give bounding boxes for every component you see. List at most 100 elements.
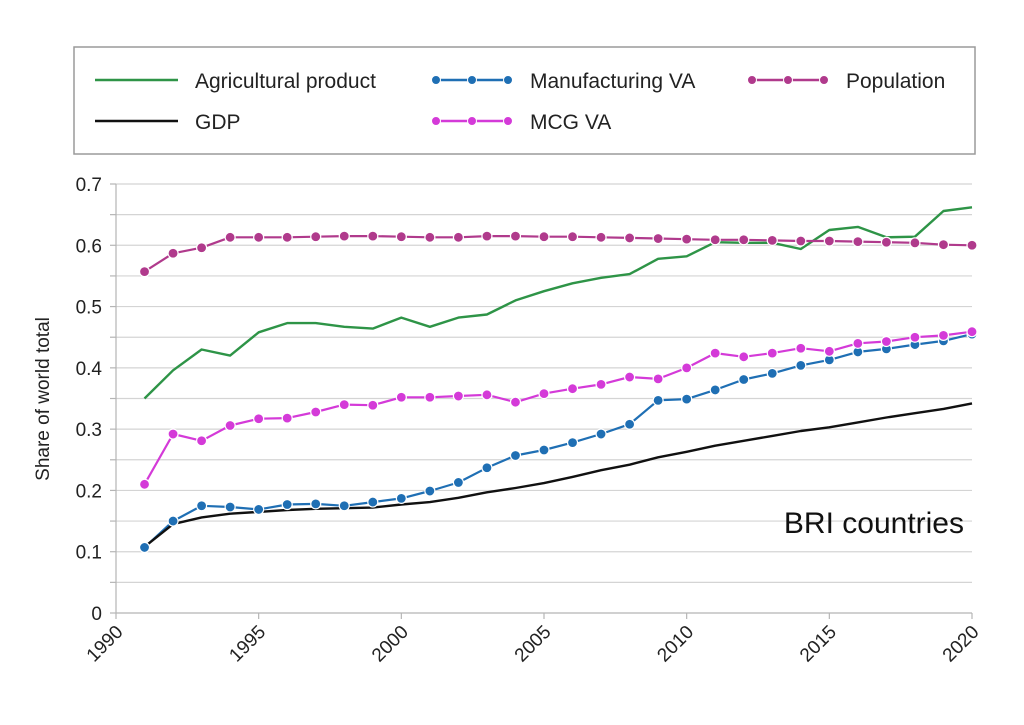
point-population-1991 (138, 266, 151, 278)
legend-label-gdp: GDP (195, 111, 241, 134)
point-manufacturing-va-2008 (623, 418, 636, 430)
legend-label-mcg-va: MCG VA (530, 111, 611, 134)
y-tick-label-3: 0.3 (76, 420, 102, 441)
legend-marker-manufacturing-va-2 (467, 75, 477, 85)
series-line-gdp (143, 402, 973, 548)
legend-item-population: Population (747, 70, 945, 93)
point-manufacturing-va-1993 (196, 500, 208, 512)
point-population-2003 (481, 230, 493, 242)
point-manufacturing-va-2007 (595, 428, 607, 440)
point-mcg-va-2012 (738, 351, 750, 363)
point-mcg-va-2013 (766, 347, 778, 359)
point-mcg-va-2019 (937, 329, 950, 341)
legend-box (73, 46, 976, 155)
legend-marker-manufacturing-va-1 (431, 75, 441, 85)
point-population-1998 (338, 230, 350, 242)
legend-label-agricultural-product: Agricultural product (195, 70, 376, 93)
point-population-2014 (795, 235, 807, 247)
y-tick-label-6: 0.6 (76, 236, 102, 257)
point-manufacturing-va-1991 (138, 541, 151, 554)
point-mcg-va-2008 (623, 371, 636, 383)
x-tick-label-2005: 2005 (511, 622, 556, 667)
point-manufacturing-va-2013 (766, 367, 778, 379)
point-manufacturing-va-2010 (681, 393, 693, 405)
point-population-2017 (880, 236, 893, 248)
x-tick-label-2010: 2010 (653, 622, 698, 667)
point-mcg-va-2020 (966, 326, 978, 338)
point-population-2000 (395, 231, 407, 243)
point-manufacturing-va-2006 (566, 437, 579, 449)
point-mcg-va-1992 (167, 428, 179, 440)
point-population-2002 (452, 231, 464, 243)
point-mcg-va-1999 (367, 399, 379, 411)
point-manufacturing-va-2002 (452, 476, 464, 489)
axes (110, 183, 973, 619)
legend-label-population: Population (846, 70, 945, 93)
point-population-2018 (909, 237, 921, 249)
point-population-2001 (424, 231, 436, 243)
point-mcg-va-2015 (823, 345, 835, 357)
point-manufacturing-va-2000 (395, 492, 407, 504)
point-mcg-va-2018 (909, 331, 921, 343)
series-points-manufacturing-va (138, 328, 978, 554)
y-tick-label-7: 0.7 (76, 175, 102, 196)
legend-marker-population-3 (819, 75, 829, 85)
legend-marker-mcg-va-2 (467, 116, 477, 126)
series-line-agricultural-product (143, 206, 973, 400)
legend-marker-manufacturing-va-3 (503, 75, 513, 85)
point-manufacturing-va-2003 (481, 462, 493, 474)
tick-labels: 0 0.1 0.2 0.3 0.4 0.5 0.6 0.7 1990 1995 2000 2005 20… (76, 175, 984, 666)
point-mcg-va-1991 (138, 478, 151, 490)
y-tick-label-4: 0.4 (76, 359, 103, 380)
point-manufacturing-va-2005 (538, 444, 550, 456)
point-mcg-va-1997 (310, 406, 322, 418)
point-population-2011 (709, 234, 721, 246)
point-mcg-va-2017 (880, 335, 893, 348)
point-mcg-va-2014 (795, 342, 807, 354)
point-mcg-va-1998 (338, 399, 350, 411)
legend-marker-mcg-va-3 (503, 116, 513, 126)
point-population-2004 (509, 230, 522, 242)
point-mcg-va-2007 (595, 378, 607, 391)
point-population-2015 (823, 235, 835, 247)
point-population-2012 (738, 234, 750, 246)
point-population-2019 (937, 239, 950, 251)
point-population-2016 (852, 236, 864, 248)
point-mcg-va-2011 (709, 347, 721, 359)
series-points-population (138, 230, 978, 278)
point-population-2005 (538, 231, 550, 243)
y-tick-label-0: 0 (91, 604, 102, 625)
point-population-1999 (367, 230, 379, 242)
point-mcg-va-2003 (481, 389, 493, 401)
point-population-2020 (966, 239, 978, 251)
point-mcg-va-1996 (281, 412, 293, 424)
y-axis-title: Share of world total (33, 317, 54, 481)
point-mcg-va-2010 (681, 362, 693, 374)
point-manufacturing-va-2004 (509, 449, 522, 462)
point-mcg-va-2006 (566, 383, 579, 395)
y-tick-label-5: 0.5 (76, 298, 102, 319)
x-tick-label-2015: 2015 (796, 622, 841, 667)
x-tick-label-1990: 1990 (83, 622, 128, 667)
point-mcg-va-2016 (852, 337, 864, 349)
point-mcg-va-2000 (395, 391, 407, 403)
point-population-2009 (652, 232, 664, 245)
point-manufacturing-va-2001 (424, 485, 436, 497)
point-manufacturing-va-1997 (310, 498, 322, 510)
y-tick-label-1: 0.1 (76, 543, 102, 564)
point-mcg-va-2001 (424, 391, 436, 403)
legend-marker-population-1 (747, 75, 757, 85)
point-mcg-va-1994 (224, 419, 236, 432)
point-population-1997 (310, 231, 322, 243)
x-tick-label-1995: 1995 (225, 622, 270, 667)
legend-item-mcg-va: MCG VA (431, 111, 611, 134)
point-manufacturing-va-1999 (367, 496, 379, 508)
point-manufacturing-va-1992 (167, 515, 179, 527)
point-population-1996 (281, 231, 293, 243)
y-tick-label-2: 0.2 (76, 481, 102, 502)
series-layer (138, 206, 978, 554)
legend-item-agricultural-product: Agricultural product (95, 70, 376, 93)
point-mcg-va-1995 (253, 413, 265, 425)
point-manufacturing-va-2011 (709, 384, 721, 396)
point-population-2010 (681, 233, 693, 245)
